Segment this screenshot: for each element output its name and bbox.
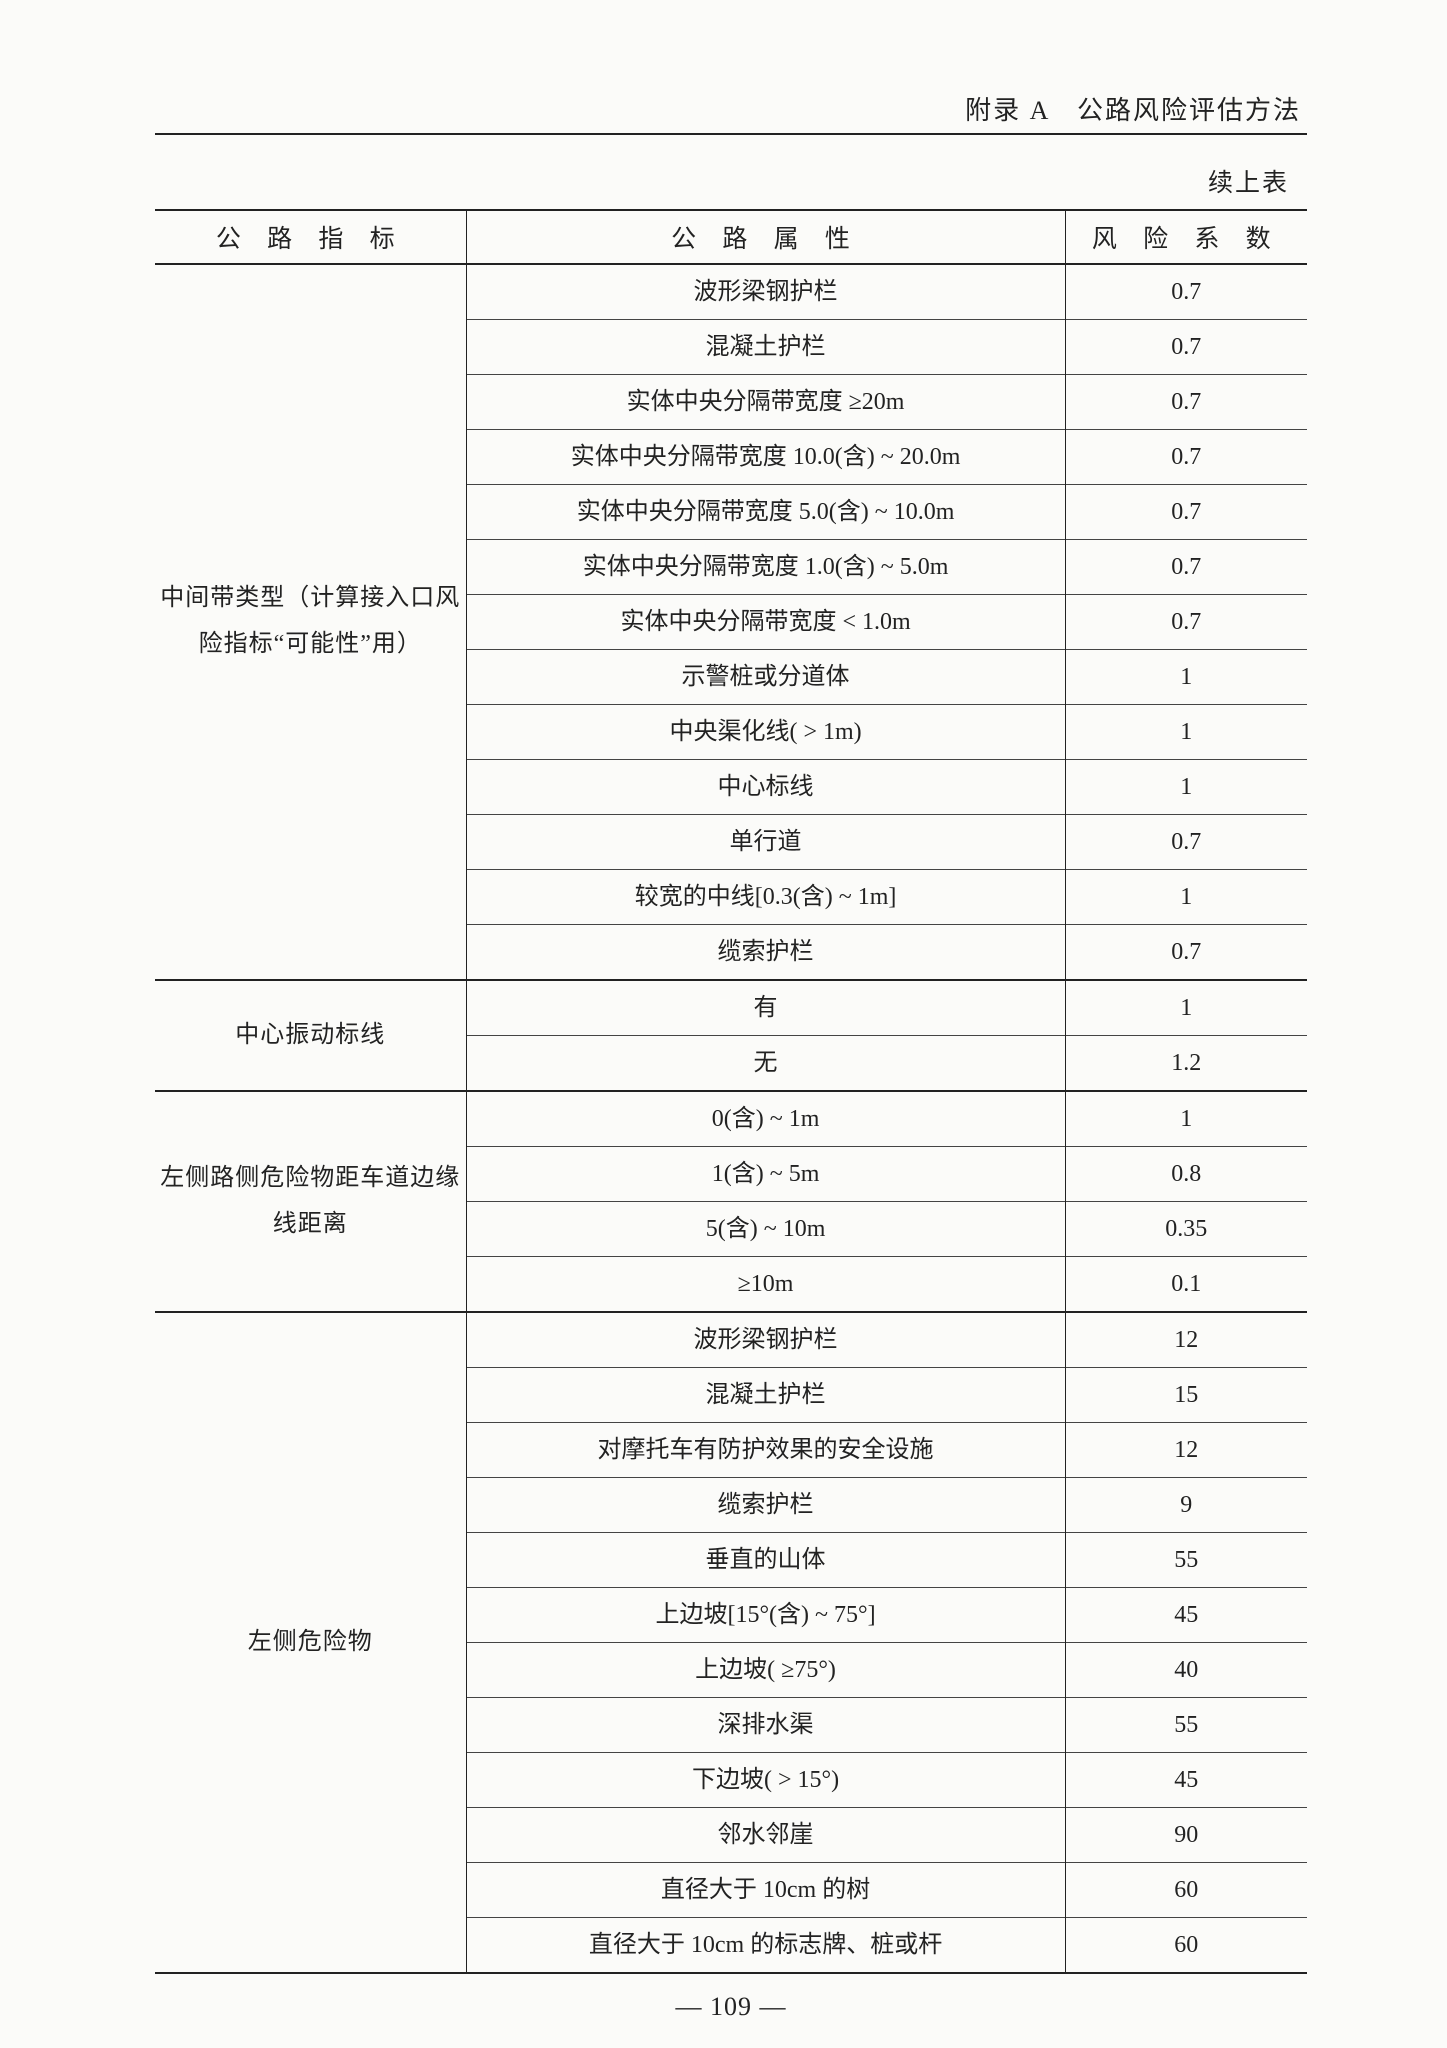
risk-cell: 90 — [1065, 1808, 1307, 1863]
risk-cell: 0.7 — [1065, 320, 1307, 375]
risk-cell: 0.7 — [1065, 540, 1307, 595]
risk-cell: 1.2 — [1065, 1036, 1307, 1092]
attribute-cell: 垂直的山体 — [466, 1533, 1065, 1588]
attribute-cell: 0(含) ~ 1m — [466, 1091, 1065, 1147]
risk-cell: 0.7 — [1065, 595, 1307, 650]
col-header-attribute: 公 路 属 性 — [466, 210, 1065, 264]
table-head: 公 路 指 标 公 路 属 性 风 险 系 数 — [155, 210, 1307, 264]
attribute-cell: 波形梁钢护栏 — [466, 264, 1065, 320]
attribute-cell: 无 — [466, 1036, 1065, 1092]
risk-cell: 40 — [1065, 1643, 1307, 1698]
risk-cell: 0.7 — [1065, 925, 1307, 981]
attribute-cell: 缆索护栏 — [466, 925, 1065, 981]
attribute-cell: 混凝土护栏 — [466, 320, 1065, 375]
risk-cell: 0.35 — [1065, 1202, 1307, 1257]
indicator-cell: 中间带类型（计算接入口风险指标“可能性”用） — [155, 264, 466, 980]
attribute-cell: 示警桩或分道体 — [466, 650, 1065, 705]
page-number: — 109 — — [155, 1992, 1307, 2022]
risk-cell: 60 — [1065, 1918, 1307, 1974]
risk-table: 公 路 指 标 公 路 属 性 风 险 系 数 中间带类型（计算接入口风险指标“… — [155, 209, 1307, 1974]
table-group: 中间带类型（计算接入口风险指标“可能性”用）波形梁钢护栏0.7混凝土护栏0.7实… — [155, 264, 1307, 980]
attribute-cell: 直径大于 10cm 的树 — [466, 1863, 1065, 1918]
risk-cell: 0.7 — [1065, 815, 1307, 870]
indicator-cell: 中心振动标线 — [155, 980, 466, 1091]
page: 附录 A 公路风险评估方法 续上表 公 路 指 标 公 路 属 性 风 险 系 … — [0, 0, 1447, 2048]
continue-label: 续上表 — [155, 163, 1307, 199]
indicator-cell: 左侧路侧危险物距车道边缘线距离 — [155, 1091, 466, 1312]
attribute-cell: 实体中央分隔带宽度 5.0(含) ~ 10.0m — [466, 485, 1065, 540]
risk-cell: 0.7 — [1065, 485, 1307, 540]
attribute-cell: 5(含) ~ 10m — [466, 1202, 1065, 1257]
header-rule — [155, 133, 1307, 135]
attribute-cell: 较宽的中线[0.3(含) ~ 1m] — [466, 870, 1065, 925]
attribute-cell: 1(含) ~ 5m — [466, 1147, 1065, 1202]
risk-cell: 60 — [1065, 1863, 1307, 1918]
table-group: 中心振动标线有1无1.2 — [155, 980, 1307, 1091]
attribute-cell: 波形梁钢护栏 — [466, 1312, 1065, 1368]
attribute-cell: 深排水渠 — [466, 1698, 1065, 1753]
indicator-cell: 左侧危险物 — [155, 1312, 466, 1973]
attribute-cell: ≥10m — [466, 1257, 1065, 1313]
risk-cell: 45 — [1065, 1753, 1307, 1808]
risk-cell: 15 — [1065, 1368, 1307, 1423]
attribute-cell: 实体中央分隔带宽度 1.0(含) ~ 5.0m — [466, 540, 1065, 595]
risk-cell: 0.1 — [1065, 1257, 1307, 1313]
attribute-cell: 直径大于 10cm 的标志牌、桩或杆 — [466, 1918, 1065, 1974]
risk-cell: 9 — [1065, 1478, 1307, 1533]
attribute-cell: 上边坡[15°(含) ~ 75°] — [466, 1588, 1065, 1643]
appendix-title: 附录 A 公路风险评估方法 — [155, 90, 1307, 127]
risk-cell: 55 — [1065, 1533, 1307, 1588]
risk-cell: 12 — [1065, 1312, 1307, 1368]
table-row: 左侧危险物波形梁钢护栏12 — [155, 1312, 1307, 1368]
risk-cell: 1 — [1065, 1091, 1307, 1147]
risk-cell: 45 — [1065, 1588, 1307, 1643]
attribute-cell: 实体中央分隔带宽度 ≥20m — [466, 375, 1065, 430]
attribute-cell: 中心标线 — [466, 760, 1065, 815]
attribute-cell: 邻水邻崖 — [466, 1808, 1065, 1863]
table-row: 左侧路侧危险物距车道边缘线距离0(含) ~ 1m1 — [155, 1091, 1307, 1147]
attribute-cell: 缆索护栏 — [466, 1478, 1065, 1533]
attribute-cell: 实体中央分隔带宽度 < 1.0m — [466, 595, 1065, 650]
risk-cell: 0.7 — [1065, 375, 1307, 430]
risk-cell: 55 — [1065, 1698, 1307, 1753]
table-row: 中心振动标线有1 — [155, 980, 1307, 1036]
risk-cell: 12 — [1065, 1423, 1307, 1478]
col-header-risk: 风 险 系 数 — [1065, 210, 1307, 264]
attribute-cell: 下边坡( > 15°) — [466, 1753, 1065, 1808]
table-group: 左侧路侧危险物距车道边缘线距离0(含) ~ 1m11(含) ~ 5m0.85(含… — [155, 1091, 1307, 1312]
risk-cell: 0.7 — [1065, 264, 1307, 320]
attribute-cell: 实体中央分隔带宽度 10.0(含) ~ 20.0m — [466, 430, 1065, 485]
attribute-cell: 上边坡( ≥75°) — [466, 1643, 1065, 1698]
attribute-cell: 对摩托车有防护效果的安全设施 — [466, 1423, 1065, 1478]
risk-cell: 1 — [1065, 870, 1307, 925]
attribute-cell: 混凝土护栏 — [466, 1368, 1065, 1423]
col-header-indicator: 公 路 指 标 — [155, 210, 466, 264]
risk-cell: 0.7 — [1065, 430, 1307, 485]
table-group: 左侧危险物波形梁钢护栏12混凝土护栏15对摩托车有防护效果的安全设施12缆索护栏… — [155, 1312, 1307, 1973]
attribute-cell: 有 — [466, 980, 1065, 1036]
attribute-cell: 单行道 — [466, 815, 1065, 870]
risk-cell: 1 — [1065, 705, 1307, 760]
attribute-cell: 中央渠化线( > 1m) — [466, 705, 1065, 760]
risk-cell: 1 — [1065, 980, 1307, 1036]
risk-cell: 0.8 — [1065, 1147, 1307, 1202]
table-row: 中间带类型（计算接入口风险指标“可能性”用）波形梁钢护栏0.7 — [155, 264, 1307, 320]
risk-cell: 1 — [1065, 650, 1307, 705]
risk-cell: 1 — [1065, 760, 1307, 815]
